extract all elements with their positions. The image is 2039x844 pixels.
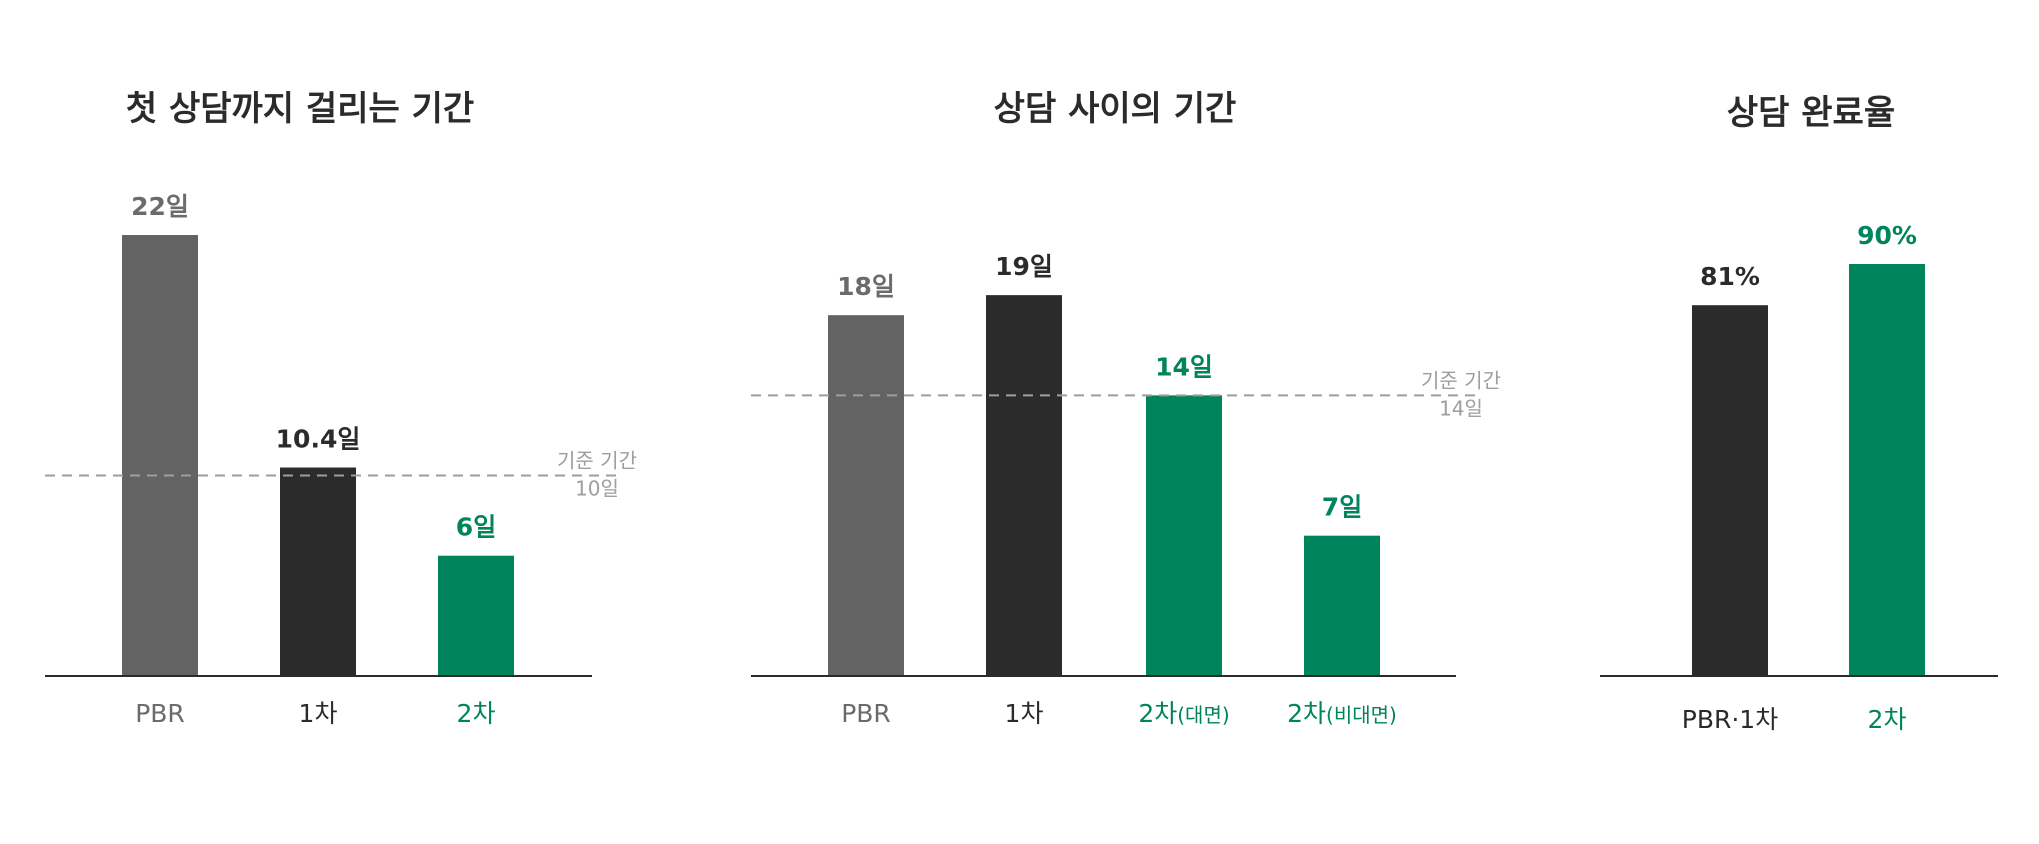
bar	[1849, 264, 1925, 676]
data-label: 10.4일	[276, 425, 361, 454]
reference-line-label: 기준 기간	[1421, 368, 1501, 392]
tick-label: PBR	[841, 699, 891, 728]
tick-label: PBR	[135, 699, 185, 728]
tick-label-suffix: (비대면)	[1326, 703, 1397, 727]
tick-label-main: 1차	[1005, 699, 1044, 728]
tick-label: 2차	[1868, 705, 1907, 734]
data-label: 14일	[1155, 352, 1213, 381]
reference-line-value: 14일	[1439, 396, 1483, 420]
reference-line-value: 10일	[575, 477, 619, 501]
data-label: 22일	[131, 192, 189, 221]
tick-label: 2차(비대면)	[1287, 699, 1397, 728]
chart-title: 상담 사이의 기간	[994, 89, 1237, 129]
bar	[1304, 535, 1380, 676]
tick-label-main: 2차	[1868, 705, 1907, 734]
bar	[986, 295, 1062, 676]
tick-label: 1차	[1005, 699, 1044, 728]
data-label: 90%	[1857, 221, 1917, 250]
bar	[438, 555, 514, 676]
tick-label-main: 2차	[457, 699, 496, 728]
data-label: 6일	[456, 513, 496, 542]
tick-label-main: PBR	[135, 699, 185, 728]
tick-label-main: PBR·1차	[1682, 705, 1778, 734]
chart-title: 상담 완료율	[1727, 93, 1895, 133]
bar	[280, 467, 356, 676]
tick-label-main: 2차	[1138, 699, 1177, 728]
bar	[1692, 305, 1768, 676]
bar	[122, 235, 198, 676]
tick-label: 2차	[457, 699, 496, 728]
tick-label-main: 2차	[1287, 699, 1326, 728]
tick-label-main: 1차	[299, 699, 338, 728]
tick-label-suffix: (대면)	[1177, 703, 1229, 727]
data-label: 7일	[1322, 493, 1362, 522]
data-label: 19일	[995, 252, 1053, 281]
data-label: 18일	[837, 272, 895, 301]
bar	[1146, 395, 1222, 676]
bar	[828, 315, 904, 676]
tick-label: PBR·1차	[1682, 705, 1778, 734]
tick-label: 2차(대면)	[1138, 699, 1229, 728]
data-label: 81%	[1700, 262, 1760, 291]
tick-label: 1차	[299, 699, 338, 728]
tick-label-main: PBR	[841, 699, 891, 728]
reference-line-label: 기준 기간	[557, 449, 637, 473]
chart-title: 첫 상담까지 걸리는 기간	[126, 89, 474, 129]
